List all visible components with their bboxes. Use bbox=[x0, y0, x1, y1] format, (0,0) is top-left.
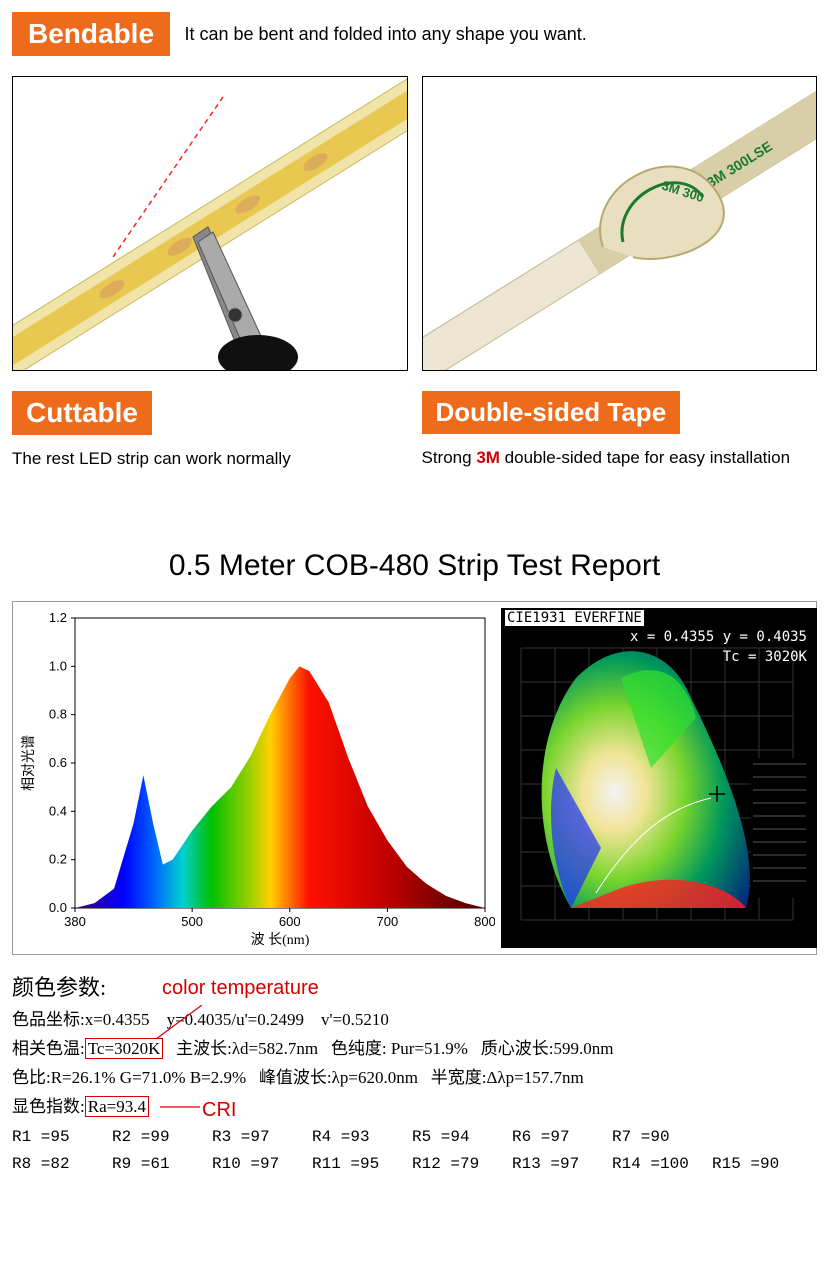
svg-text:1.2: 1.2 bbox=[49, 610, 67, 625]
svg-text:0.6: 0.6 bbox=[49, 755, 67, 770]
peak-wl: 峰值波长:λp=620.0nm bbox=[259, 1068, 418, 1087]
cri-label-cn: 显色指数: bbox=[12, 1097, 85, 1116]
svg-text:600: 600 bbox=[279, 914, 301, 929]
cie-title: CIE1931 EVERFINE bbox=[505, 610, 644, 626]
svg-text:500: 500 bbox=[181, 914, 203, 929]
spectrum-chart: 0.0 0.2 0.4 0.6 0.8 1.0 1.2 380 500 600 700 800 波 长(… bbox=[19, 608, 495, 948]
cuttable-image bbox=[12, 76, 408, 371]
svg-text:波 长(nm): 波 长(nm) bbox=[251, 932, 310, 948]
coord-y: y=0.4035/u'=0.2499 bbox=[167, 1010, 304, 1029]
cie-values: x = 0.4355 y = 0.4035 Tc = 3020K bbox=[630, 628, 807, 667]
bendable-desc: It can be bent and folded into any shape… bbox=[184, 24, 586, 45]
centroid-wl: 质心波长:599.0nm bbox=[481, 1039, 614, 1058]
cuttable-badge: Cuttable bbox=[12, 391, 152, 435]
tape-desc: Strong 3M double-sided tape for easy ins… bbox=[422, 448, 818, 468]
purity: 色纯度: Pur=51.9% bbox=[331, 1039, 468, 1058]
report-title: 0.5 Meter COB-480 Strip Test Report bbox=[12, 549, 817, 583]
dom-wavelength: 主波长:λd=582.7nm bbox=[176, 1039, 318, 1058]
cie-tc: Tc = 3020K bbox=[723, 649, 807, 665]
cuttable-col: Cuttable The rest LED strip can work nor… bbox=[12, 391, 408, 469]
svg-text:相对光谱: 相对光谱 bbox=[21, 735, 37, 791]
svg-text:0.4: 0.4 bbox=[49, 803, 67, 818]
cie-x: x = 0.4355 bbox=[630, 629, 714, 645]
svg-text:0.0: 0.0 bbox=[49, 900, 67, 915]
ct-annotation: color temperature bbox=[162, 971, 319, 1005]
cie-y: y = 0.4035 bbox=[723, 629, 807, 645]
svg-text:0.8: 0.8 bbox=[49, 707, 67, 722]
svg-text:380: 380 bbox=[64, 914, 86, 929]
cie-chart: CIE1931 EVERFINE x = 0.4355 y = 0.4035 T… bbox=[501, 608, 817, 948]
tape-desc-post: double-sided tape for easy installation bbox=[500, 448, 790, 467]
tape-image: 3M 300LSE 3M 300 bbox=[422, 76, 818, 371]
charts-row: 0.0 0.2 0.4 0.6 0.8 1.0 1.2 380 500 600 700 800 波 长(… bbox=[12, 601, 817, 955]
bendable-row: Bendable It can be bent and folded into … bbox=[12, 12, 817, 56]
bendable-badge: Bendable bbox=[12, 12, 170, 56]
svg-text:1.0: 1.0 bbox=[49, 658, 67, 673]
color-params: 颜色参数: color temperature 色品坐标:x=0.4355 y=… bbox=[12, 969, 817, 1178]
ra-redbox: Ra=93.4 bbox=[85, 1096, 149, 1117]
cri-r-table: R1 =95R2 =99R3 =97R4 =93R5 =94R6 =97R7 =… bbox=[12, 1124, 817, 1178]
tape-desc-pre: Strong bbox=[422, 448, 477, 467]
cri-annotation: CRI bbox=[202, 1093, 236, 1127]
coord-v: v'=0.5210 bbox=[321, 1010, 389, 1029]
product-image-row: 3M 300LSE 3M 300 bbox=[12, 76, 817, 371]
caption-row: Cuttable The rest LED strip can work nor… bbox=[12, 391, 817, 469]
half-width: 半宽度:Δλp=157.7nm bbox=[431, 1068, 584, 1087]
tc-redbox: Tc=3020K bbox=[85, 1038, 164, 1059]
coord-x: 色品坐标:x=0.4355 bbox=[12, 1010, 150, 1029]
cct-label: 相关色温: bbox=[12, 1039, 85, 1058]
tape-col: Double-sided Tape Strong 3M double-sided… bbox=[422, 391, 818, 469]
svg-text:800: 800 bbox=[474, 914, 495, 929]
cuttable-desc: The rest LED strip can work normally bbox=[12, 449, 408, 469]
tape-badge: Double-sided Tape bbox=[422, 391, 681, 434]
color-ratio: 色比:R=26.1% G=71.0% B=2.9% bbox=[12, 1068, 246, 1087]
threeM-logo: 3M bbox=[476, 448, 500, 467]
params-header: 颜色参数: bbox=[12, 975, 106, 1000]
svg-text:0.2: 0.2 bbox=[49, 852, 67, 867]
svg-text:700: 700 bbox=[377, 914, 399, 929]
